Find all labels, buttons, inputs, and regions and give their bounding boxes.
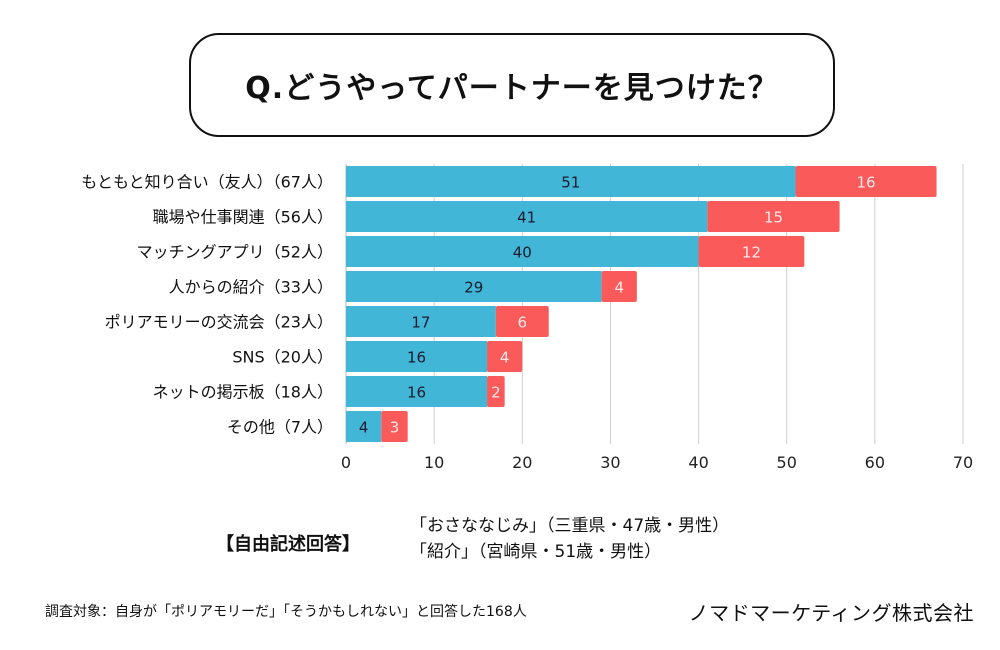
data-label: 16 — [407, 349, 426, 367]
bar-segment-series-2 — [707, 201, 840, 232]
data-label: 6 — [518, 314, 528, 332]
bar-segment-series-1 — [346, 201, 708, 232]
category-label: ポリアモリーの交流会（23人） — [105, 313, 333, 332]
data-label: 4 — [500, 349, 510, 367]
bar-segment-series-2 — [698, 236, 805, 267]
data-label: 2 — [491, 384, 501, 402]
x-tick-label: 60 — [865, 453, 885, 472]
bar-segment-series-1 — [346, 376, 488, 407]
data-label: 41 — [517, 209, 536, 227]
bar-segment-series-2 — [495, 306, 549, 337]
x-tick-label: 30 — [600, 453, 620, 472]
category-label: SNS（20人） — [232, 348, 333, 367]
data-label: 17 — [411, 314, 430, 332]
bar-segment-series-2 — [381, 411, 408, 442]
bar-segment-series-1 — [346, 341, 488, 372]
x-tick-label: 40 — [688, 453, 708, 472]
category-label: 職場や仕事関連（56人） — [153, 208, 333, 227]
category-label: マッチングアプリ（52人） — [137, 243, 333, 262]
data-label: 16 — [856, 174, 875, 192]
x-tick-label: 10 — [424, 453, 444, 472]
company-name: ノマドマーケティング株式会社 — [688, 601, 974, 625]
bar-segment-series-1 — [346, 411, 382, 442]
bar-segment-series-1 — [346, 166, 796, 197]
x-tick-label: 50 — [777, 453, 797, 472]
data-label: 3 — [390, 419, 400, 437]
free-response-heading: 【自由記述回答】 — [216, 534, 360, 555]
free-response-answers: 「おさななじみ」（三重県・47歳・男性） 「紹介」（宮崎県・51歳・男性） — [410, 513, 729, 565]
data-label: 4 — [614, 279, 624, 297]
data-label: 12 — [742, 244, 761, 262]
bar-segment-series-2 — [487, 376, 505, 407]
bars: 51 16 41 15 40 12 29 4 17 6 16 4 16 2 4 3 — [346, 166, 937, 442]
bar-segment-series-2 — [601, 271, 637, 302]
bar-segment-series-1 — [346, 306, 496, 337]
bar-segment-series-1 — [346, 271, 602, 302]
category-labels: もともと知り合い（友人）（67人） 職場や仕事関連（56人） マッチングアプリ（52… — [81, 173, 333, 437]
bar-segment-series-2 — [795, 166, 937, 197]
data-label: 16 — [407, 384, 426, 402]
bar-segment-series-1 — [346, 236, 699, 267]
x-axis-ticks: 0 10 20 30 40 50 60 70 — [341, 453, 973, 472]
free-response-answer: 「おさななじみ」（三重県・47歳・男性） — [410, 516, 730, 536]
x-tick-label: 70 — [953, 453, 973, 472]
category-label: その他（7人） — [227, 418, 333, 437]
category-label: もともと知り合い（友人）（67人） — [81, 173, 333, 192]
data-label: 51 — [561, 174, 580, 192]
category-label: 人からの紹介（33人） — [169, 278, 333, 297]
survey-footnote: 調査対象：自身が「ポリアモリーだ」「そうかもしれない」と回答した168人 — [45, 604, 527, 620]
x-tick-label: 0 — [341, 453, 351, 472]
data-label: 15 — [764, 209, 783, 227]
data-label: 4 — [359, 419, 369, 437]
free-response-answer: 「紹介」（宮崎県・51歳・男性） — [410, 542, 662, 562]
title-box: Q.どうやってパートナーを見つけた？ — [189, 33, 835, 137]
bar-segment-series-2 — [487, 341, 523, 372]
x-tick-label: 20 — [512, 453, 532, 472]
category-label: ネットの掲示板（18人） — [153, 383, 333, 402]
data-label: 29 — [464, 279, 483, 297]
data-label: 40 — [513, 244, 532, 262]
chart-title: Q.どうやってパートナーを見つけた？ — [245, 71, 779, 106]
stacked-bar-chart: 51 16 41 15 40 12 29 4 17 6 16 4 16 2 4 3 もともと知り合い（友人）（… — [81, 164, 973, 472]
